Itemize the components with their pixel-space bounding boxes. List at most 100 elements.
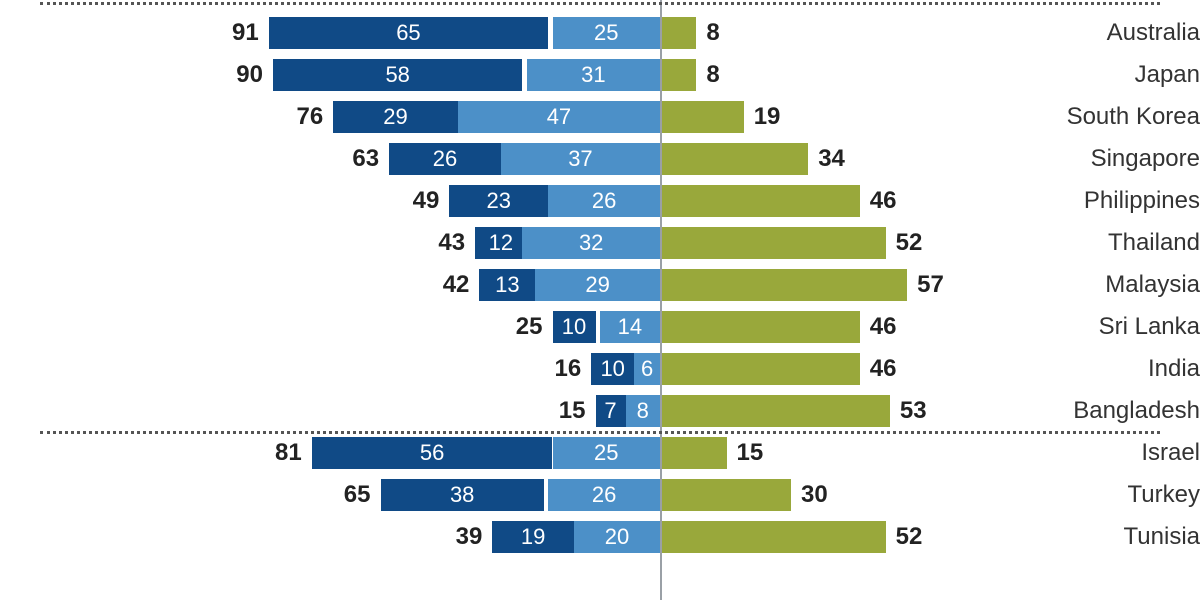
diverging-bar-chart: Australia6525918Japan5831908South Korea2…: [0, 0, 1200, 600]
chart-row: Australia 65 25 91 8: [0, 12, 1200, 54]
bar-positive: [662, 143, 808, 175]
total-positive: 30: [791, 481, 828, 509]
bar-positive: [662, 311, 860, 343]
total-negative: 90: [213, 61, 273, 89]
total-positive: 46: [860, 355, 897, 383]
country-label: Singapore: [960, 145, 1200, 173]
bar-value: 37: [568, 146, 592, 172]
total-negative: 81: [252, 439, 312, 467]
bar-somewhat-negative: 32: [522, 227, 660, 259]
total-negative: 63: [329, 145, 389, 173]
bar-value: 29: [383, 104, 407, 130]
total-positive: 46: [860, 313, 897, 341]
bar-value: 20: [605, 524, 629, 550]
chart-row: Bangladesh781553: [0, 390, 1200, 432]
bar-somewhat-negative: 25: [553, 437, 661, 469]
bar-value: 38: [450, 482, 474, 508]
bar-value: 12: [489, 230, 513, 256]
bar-value: 10: [600, 356, 624, 382]
bar-value: 19: [521, 524, 545, 550]
chart-row: India 10 6 16 46: [0, 348, 1200, 390]
bar-somewhat-negative: 37: [501, 143, 660, 175]
bar-value: 32: [579, 230, 603, 256]
bar-value: 25: [594, 20, 618, 46]
country-label: Tunisia: [960, 523, 1200, 551]
country-label: Japan: [960, 61, 1200, 89]
total-positive: 19: [744, 103, 781, 131]
bar-very-negative: 23: [449, 185, 548, 217]
country-label: Malaysia: [960, 271, 1200, 299]
bar-positive: [662, 101, 744, 133]
total-negative: 39: [432, 523, 492, 551]
chart-row: Tunisia 19 20 39 52: [0, 516, 1200, 558]
country-label: Thailand: [960, 229, 1200, 257]
bar-somewhat-negative: 29: [535, 269, 660, 301]
bar-very-negative: 7: [596, 395, 626, 427]
chart-row: Sri Lanka10142546: [0, 306, 1200, 348]
bar-very-negative: 10: [553, 311, 596, 343]
chart-row: Singapore26376334: [0, 138, 1200, 180]
total-positive: 57: [907, 271, 944, 299]
chart-row: Philippines 23 26 49 46: [0, 180, 1200, 222]
country-label: Israel: [960, 439, 1200, 467]
bar-value: 58: [385, 62, 409, 88]
bar-value: 10: [562, 314, 586, 340]
country-label: India: [960, 355, 1200, 383]
bar-positive: [662, 353, 860, 385]
bar-somewhat-negative: 14: [600, 311, 660, 343]
total-negative: 43: [415, 229, 475, 257]
total-positive: 8: [696, 61, 719, 89]
bar-very-negative: 58: [273, 59, 522, 91]
bar-value: 25: [594, 440, 618, 466]
country-label: Turkey: [960, 481, 1200, 509]
bar-positive: [662, 521, 886, 553]
chart-row: South Korea29477619: [0, 96, 1200, 138]
group-divider: [40, 2, 1160, 5]
bar-very-negative: 29: [333, 101, 458, 133]
chart-row: Turkey38266530: [0, 474, 1200, 516]
total-negative: 15: [536, 397, 596, 425]
bar-value: 14: [618, 314, 642, 340]
bar-positive: [662, 17, 696, 49]
chart-row: Israel 56 25 81 15: [0, 432, 1200, 474]
total-negative: 49: [389, 187, 449, 215]
country-label: Australia: [960, 19, 1200, 47]
bar-value: 26: [433, 146, 457, 172]
bar-positive: [662, 479, 791, 511]
bar-very-negative: 13: [479, 269, 535, 301]
chart-row: Thailand 12 32 43 52: [0, 222, 1200, 264]
bar-value: 13: [495, 272, 519, 298]
chart-row: Malaysia13294257: [0, 264, 1200, 306]
bar-positive: [662, 437, 727, 469]
total-positive: 46: [860, 187, 897, 215]
total-positive: 15: [727, 439, 764, 467]
bar-positive: [662, 269, 907, 301]
bar-value: 26: [592, 188, 616, 214]
bar-somewhat-negative: 6: [634, 353, 660, 385]
country-label: Bangladesh: [960, 397, 1200, 425]
total-negative: 16: [531, 355, 591, 383]
bar-value: 29: [585, 272, 609, 298]
bar-value: 23: [486, 188, 510, 214]
chart-row: Japan 58 31 90 8: [0, 54, 1200, 96]
bar-value: 26: [592, 482, 616, 508]
bar-value: 7: [604, 398, 616, 424]
bar-very-negative: 26: [389, 143, 501, 175]
total-positive: 52: [886, 523, 923, 551]
bar-very-negative: 38: [381, 479, 544, 511]
bar-positive: [662, 395, 890, 427]
total-positive: 52: [886, 229, 923, 257]
total-positive: 8: [696, 19, 719, 47]
total-negative: 91: [209, 19, 269, 47]
bar-somewhat-negative: 31: [527, 59, 660, 91]
bar-value: 6: [641, 356, 653, 382]
bar-somewhat-negative: 26: [548, 185, 660, 217]
total-negative: 76: [273, 103, 333, 131]
bar-value: 56: [420, 440, 444, 466]
bar-positive: [662, 185, 860, 217]
bar-value: 65: [396, 20, 420, 46]
total-positive: 53: [890, 397, 927, 425]
country-label: Philippines: [960, 187, 1200, 215]
bar-somewhat-negative: 26: [548, 479, 660, 511]
total-negative: 25: [493, 313, 553, 341]
